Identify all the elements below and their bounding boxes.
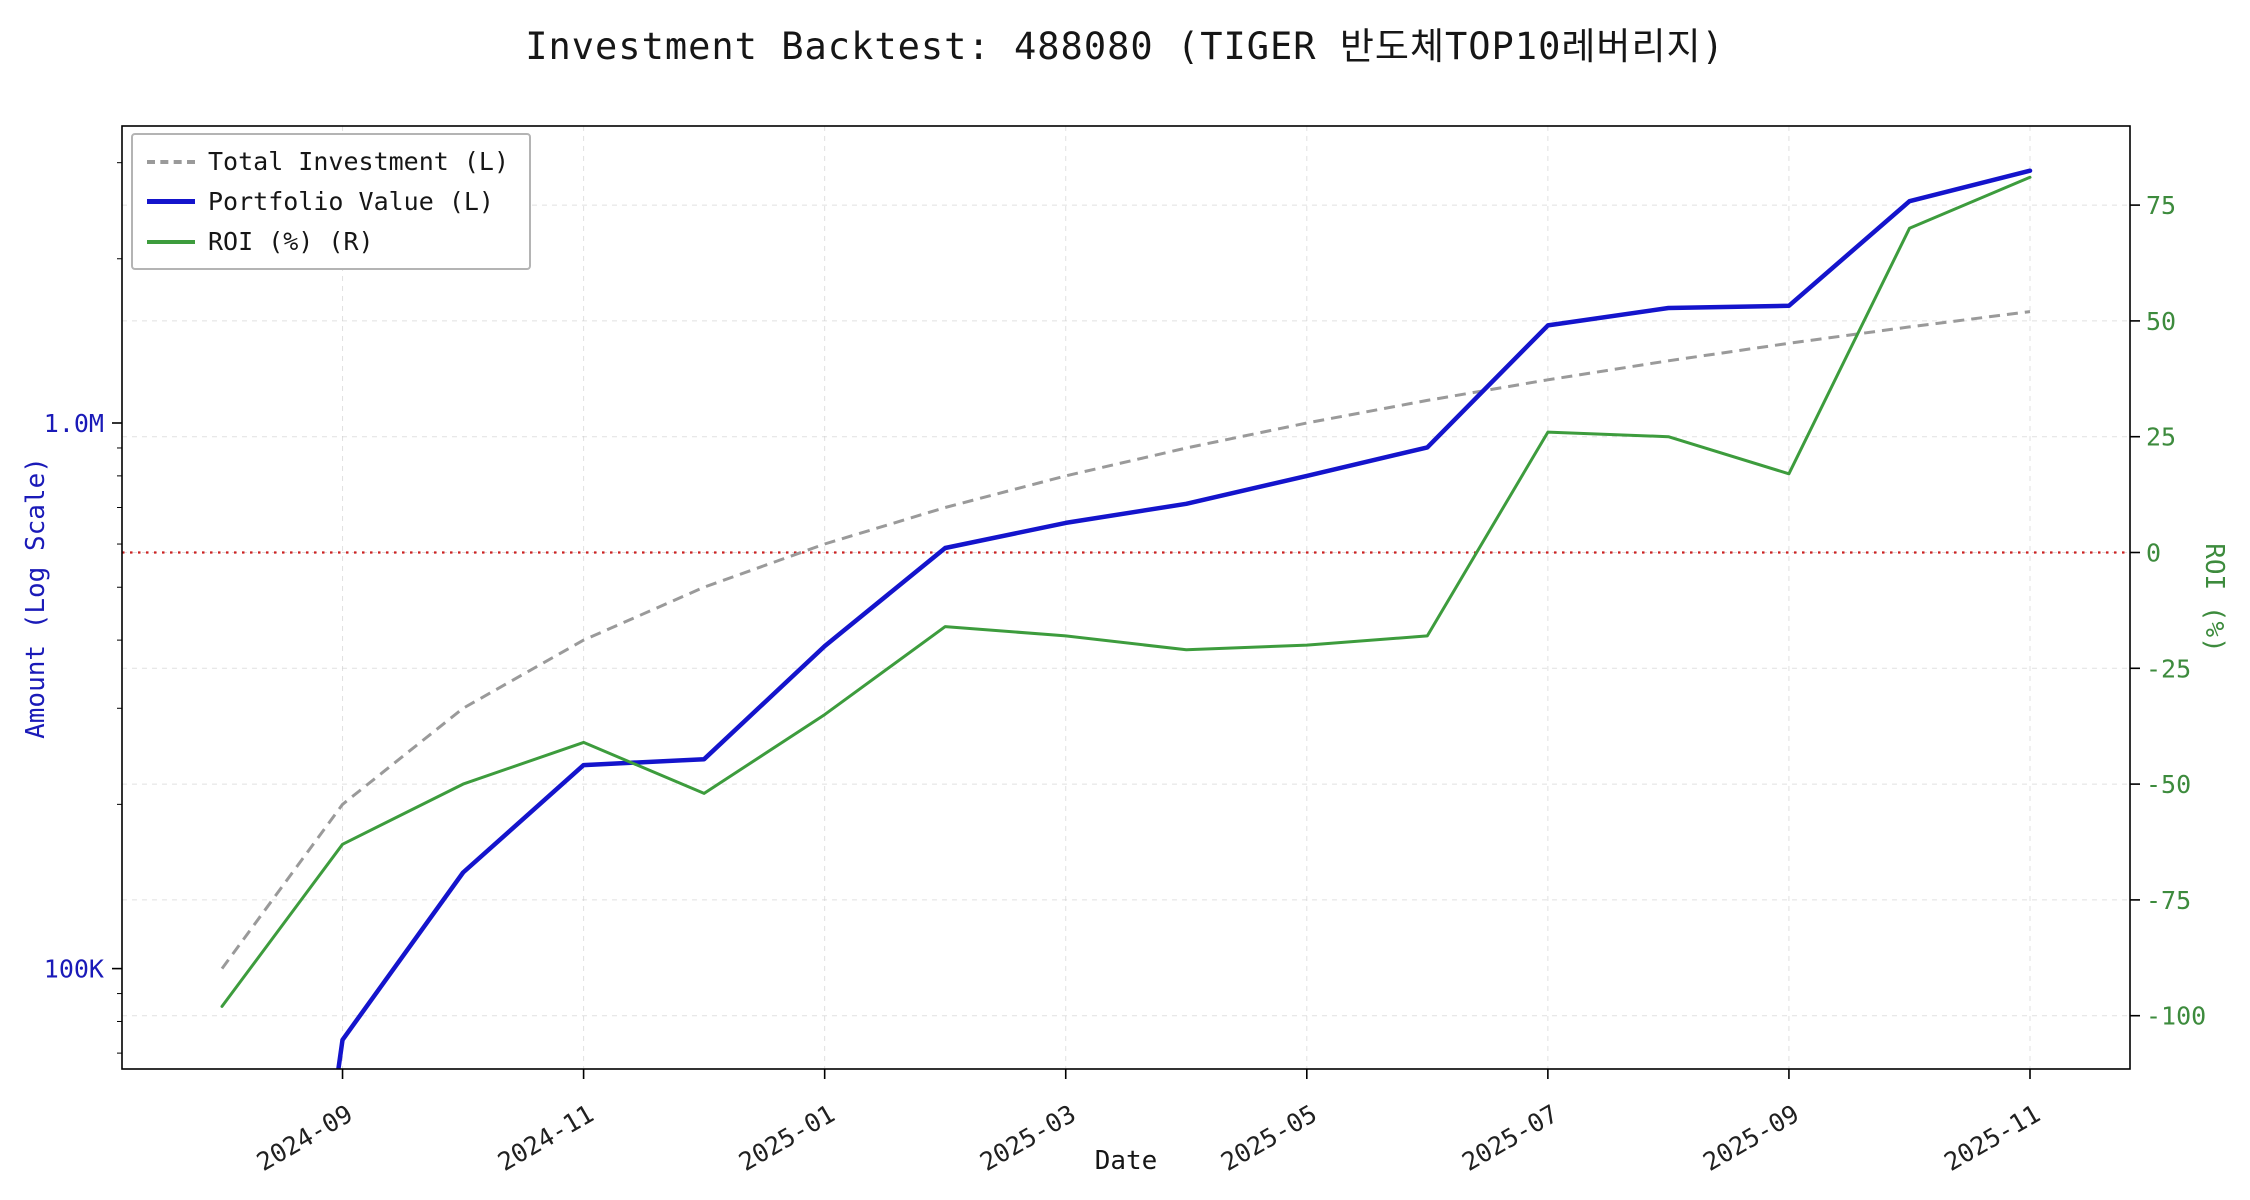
y-right-tick-label: -50	[2146, 770, 2191, 799]
y-left-tick-label: 1.0M	[44, 409, 104, 438]
legend-item-portfolio-value: Portfolio Value (L)	[147, 187, 509, 216]
y-right-tick-label: -25	[2146, 654, 2191, 683]
y-right-tick-label: 50	[2146, 307, 2176, 336]
y-right-tick-label: 25	[2146, 423, 2176, 452]
y-right-tick-label: 0	[2146, 539, 2161, 568]
portfolio-value-line-sample	[147, 199, 195, 204]
series-line-portfolio-value-l	[336, 168, 2033, 1069]
series-line-roi-r	[220, 175, 2032, 1008]
series-group	[220, 168, 2033, 1069]
legend-label: Total Investment (L)	[208, 147, 510, 176]
y-left-tick-label: 100K	[44, 955, 104, 984]
legend-item-roi: ROI (%) (R)	[147, 227, 509, 256]
y-right-tick-label: -75	[2146, 886, 2191, 915]
roi-line-sample	[147, 239, 195, 244]
legend: Total Investment (L) Portfolio Value (L)…	[131, 133, 532, 270]
total-investment-line-sample	[147, 159, 195, 164]
plot-frame	[121, 125, 2131, 1070]
gridlines	[122, 126, 2130, 1069]
legend-label: Portfolio Value (L)	[208, 187, 494, 216]
series-line-total-investment-l	[220, 310, 2031, 970]
y-right-tick-label: -100	[2146, 1002, 2206, 1031]
y-right-tick-label: 75	[2146, 191, 2176, 220]
axis-ticks: 2024-09 2024-11 2025-01 2025-03 2025-05 2025-…	[44, 162, 2206, 1177]
y-left-axis-label: Amount (Log Scale)	[21, 457, 51, 739]
x-axis-label: Date	[1094, 1146, 1158, 1176]
y-right-axis-label: ROI (%)	[2199, 543, 2229, 653]
chart-title: Investment Backtest: 488080 (TIGER 반도체TO…	[525, 25, 1725, 68]
legend-item-total-investment: Total Investment (L)	[147, 147, 509, 176]
legend-label: ROI (%) (R)	[208, 227, 374, 256]
